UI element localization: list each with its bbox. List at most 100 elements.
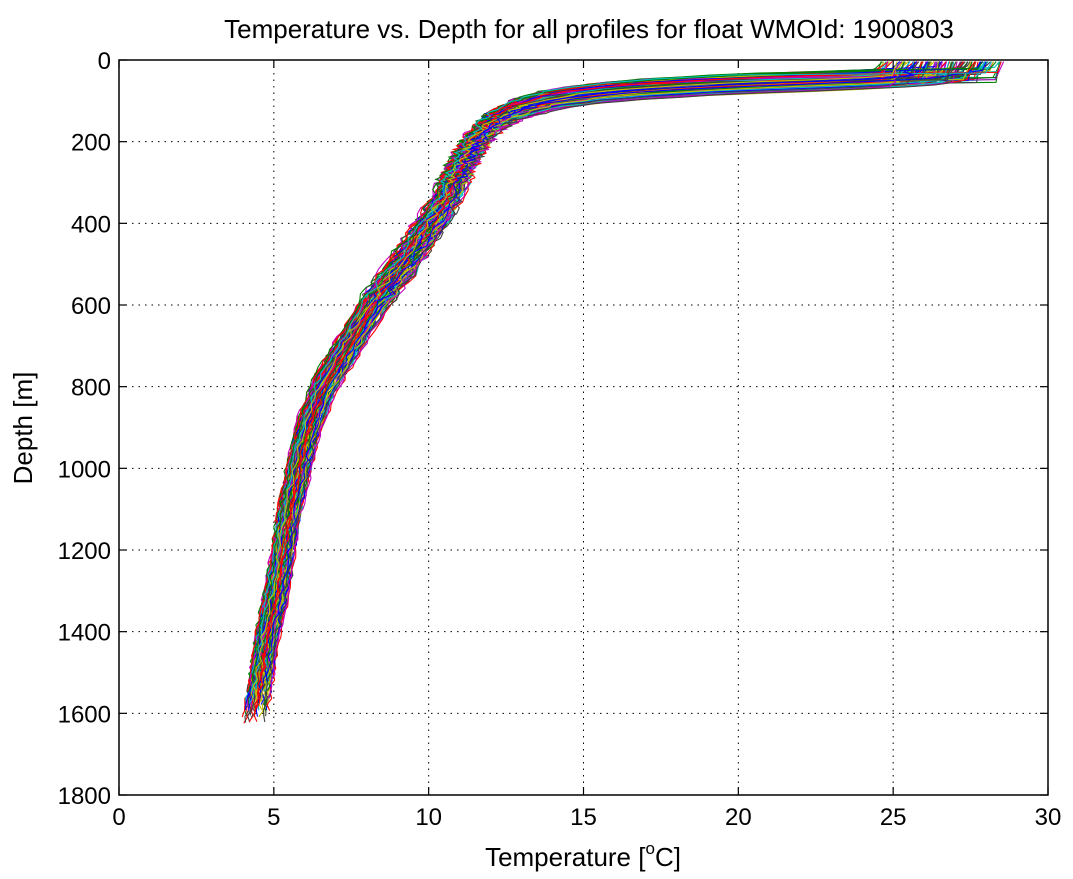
profile-line <box>271 61 928 673</box>
profile-line <box>241 61 951 718</box>
y-tick-label: 0 <box>98 48 111 75</box>
profile-line <box>251 61 979 680</box>
x-tick-label: 15 <box>570 804 597 831</box>
profile-line <box>253 61 971 698</box>
x-tick-labels: 0 5 10 15 20 25 30 <box>112 804 1061 831</box>
profile-line <box>266 61 936 674</box>
profile-line <box>257 61 903 691</box>
profile-line <box>253 61 918 717</box>
profile-line <box>260 61 927 675</box>
profile-line <box>243 61 947 724</box>
profile-line <box>258 61 941 679</box>
profile-line <box>260 61 939 686</box>
profile-line <box>262 61 924 680</box>
profile-line <box>252 61 957 687</box>
profile-line <box>251 61 983 687</box>
y-tick-label: 400 <box>71 211 111 238</box>
chart-title: Temperature vs. Depth for all profiles f… <box>224 14 954 44</box>
x-tick-label: 10 <box>415 804 442 831</box>
profile-line <box>260 61 916 692</box>
profile-line <box>254 61 976 710</box>
profile-line <box>244 61 982 710</box>
profile-line <box>247 61 973 698</box>
profile-line <box>251 61 958 681</box>
profile-line <box>254 61 920 681</box>
y-tick-label: 1600 <box>58 701 111 728</box>
profile-line <box>248 61 1002 693</box>
y-tick-labels: 0 200 400 600 800 1000 1200 1400 1600 1800 <box>58 48 111 810</box>
x-axis-label: Temperature [oC] <box>485 839 681 872</box>
profile-line <box>265 61 968 717</box>
profile-line <box>248 61 994 705</box>
profile-line <box>250 61 905 692</box>
x-tick-label: 25 <box>880 804 907 831</box>
profile-line <box>264 61 1000 706</box>
profile-line <box>251 61 943 692</box>
profile-line <box>266 61 952 675</box>
profile-line <box>250 61 992 692</box>
profile-line <box>248 61 961 674</box>
profile-line <box>253 61 964 674</box>
profile-line <box>255 61 901 717</box>
y-tick-label: 1400 <box>58 620 111 647</box>
x-tick-label: 0 <box>112 804 125 831</box>
profile-line <box>263 61 907 717</box>
profile-line <box>267 61 902 699</box>
profile-line <box>250 61 885 705</box>
profile-line <box>253 61 893 722</box>
profile-line <box>252 61 898 693</box>
profile-line <box>271 61 928 668</box>
profile-line <box>248 61 986 704</box>
profile-line <box>258 61 935 711</box>
profile-line <box>259 61 914 692</box>
profile-line <box>261 61 994 691</box>
profile-line <box>254 61 943 692</box>
profile-line <box>244 61 1002 705</box>
profile-line <box>248 61 887 704</box>
profile-line <box>257 61 986 699</box>
profile-line <box>257 61 1005 699</box>
profile-line <box>266 61 938 686</box>
profile-line <box>263 61 888 681</box>
x-axis-label-suffix: C] <box>655 842 681 872</box>
profile-lines <box>241 61 1005 724</box>
profile-line <box>252 61 964 673</box>
profile-line <box>256 61 969 693</box>
profile-line <box>262 61 930 706</box>
profile-line <box>263 61 950 692</box>
profile-line <box>249 61 918 687</box>
profile-line <box>248 61 924 723</box>
profile-line <box>265 61 910 693</box>
profile-line <box>247 61 997 693</box>
profile-line <box>253 61 909 711</box>
profile-line <box>256 61 987 667</box>
profile-line <box>259 61 981 699</box>
x-axis-label-sup: o <box>645 839 654 858</box>
profile-line <box>254 61 973 681</box>
profile-line <box>244 61 882 717</box>
profile-line <box>250 61 972 699</box>
profile-line <box>262 61 976 681</box>
profile-line <box>249 61 916 686</box>
profile-line <box>249 61 923 687</box>
profile-line <box>246 61 965 706</box>
profile-line <box>254 61 986 680</box>
profile-line <box>266 61 918 681</box>
profile-line <box>252 61 966 686</box>
profile-line <box>260 61 927 705</box>
profile-line <box>251 61 955 674</box>
profile-line <box>251 61 928 693</box>
profile-line <box>250 61 938 711</box>
profile-line <box>256 61 977 705</box>
profile-line <box>258 61 933 718</box>
profile-line <box>268 61 931 668</box>
profile-line <box>248 61 906 711</box>
profile-line <box>252 61 981 712</box>
profile-line <box>269 61 905 667</box>
profile-line <box>262 61 889 667</box>
y-tick-label: 1200 <box>58 538 111 565</box>
profile-line <box>246 61 964 710</box>
profile-line <box>246 61 969 693</box>
axis-ticks <box>118 59 1049 796</box>
